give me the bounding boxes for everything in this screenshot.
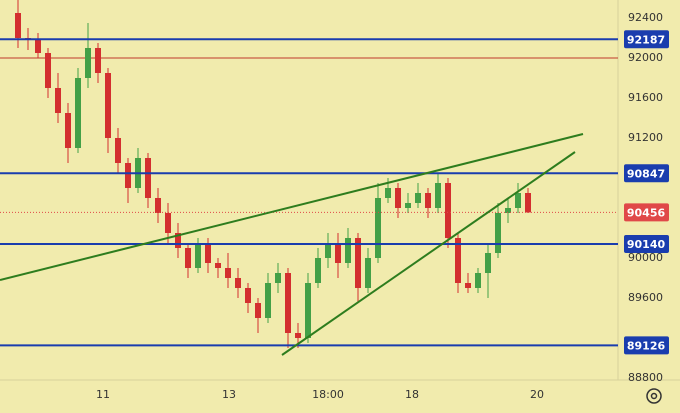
trend-line <box>0 133 584 281</box>
candle-body <box>115 138 121 163</box>
level-label-box <box>624 164 669 183</box>
candle-body <box>85 48 91 78</box>
x-tick-label: 18:00 <box>312 388 344 401</box>
candle-body <box>425 193 431 208</box>
level-label: 90847 <box>627 167 665 180</box>
level-label: 89126 <box>627 339 666 352</box>
candle-body <box>215 263 221 268</box>
candle-body <box>485 253 491 273</box>
candle-body <box>15 13 21 38</box>
candle-body <box>415 193 421 203</box>
candle-body <box>525 193 531 213</box>
candle-body <box>105 73 111 138</box>
candle-body <box>445 183 451 238</box>
candle-body <box>185 248 191 268</box>
y-tick-label: 88800 <box>628 371 663 384</box>
level-label-box <box>624 336 669 355</box>
level-label-box <box>624 30 669 49</box>
last-price-box <box>624 203 669 222</box>
candle-body <box>175 233 181 248</box>
candle-body <box>245 288 251 303</box>
level-label-box <box>624 235 669 253</box>
settings-icon[interactable] <box>646 388 662 404</box>
candle-body <box>385 188 391 198</box>
plot <box>0 0 618 348</box>
candle-body <box>195 243 201 268</box>
y-tick-label: 91600 <box>628 91 663 104</box>
candle-body <box>435 183 441 208</box>
candle-body <box>505 208 511 213</box>
y-tick-label: 90000 <box>628 251 663 264</box>
candle-body <box>145 158 151 198</box>
candle-body <box>235 278 241 288</box>
candle-body <box>335 243 341 263</box>
candle-body <box>205 243 211 263</box>
candle-body <box>455 238 461 283</box>
candle-body <box>225 268 231 278</box>
candle-body <box>95 48 101 73</box>
candle-body <box>125 163 131 188</box>
candle-body <box>255 303 261 318</box>
candle-body <box>325 243 331 258</box>
candle-body <box>355 238 361 288</box>
candle-body <box>75 78 81 148</box>
candle-body <box>465 283 471 288</box>
candle-body <box>315 258 321 283</box>
candle-body <box>495 213 501 253</box>
y-tick-label: 91200 <box>628 131 663 144</box>
x-tick-label: 13 <box>222 388 236 401</box>
x-tick-label: 20 <box>530 388 544 401</box>
candle-body <box>165 213 171 233</box>
candle-body <box>365 258 371 288</box>
candle-body <box>65 113 71 148</box>
candle-body <box>405 203 411 208</box>
level-label: 92187 <box>627 33 665 46</box>
y-tick-label: 89600 <box>628 291 663 304</box>
candle-body <box>35 40 41 53</box>
level-label: 90140 <box>627 238 666 251</box>
candle-body <box>345 238 351 263</box>
x-tick-label: 18 <box>405 388 419 401</box>
candle-body <box>285 273 291 333</box>
y-tick-label: 92000 <box>628 51 663 64</box>
candle-body <box>515 193 521 208</box>
candle-body <box>395 188 401 208</box>
candle-body <box>475 273 481 288</box>
candle-body <box>305 283 311 338</box>
candle-body <box>55 88 61 113</box>
candle-body <box>295 333 301 338</box>
trend-line <box>281 151 576 356</box>
axis: 92400 92000 91600 91200 90000 89600 88800 11 13 1… <box>96 11 669 401</box>
candle-body <box>155 198 161 213</box>
candle-body <box>275 273 281 283</box>
candle-body <box>45 53 51 88</box>
y-tick-label: 92400 <box>628 11 663 24</box>
x-tick-label: 11 <box>96 388 110 401</box>
candle-body <box>265 283 271 318</box>
last-price-label: 90456 <box>627 206 666 219</box>
candle-body <box>375 198 381 258</box>
